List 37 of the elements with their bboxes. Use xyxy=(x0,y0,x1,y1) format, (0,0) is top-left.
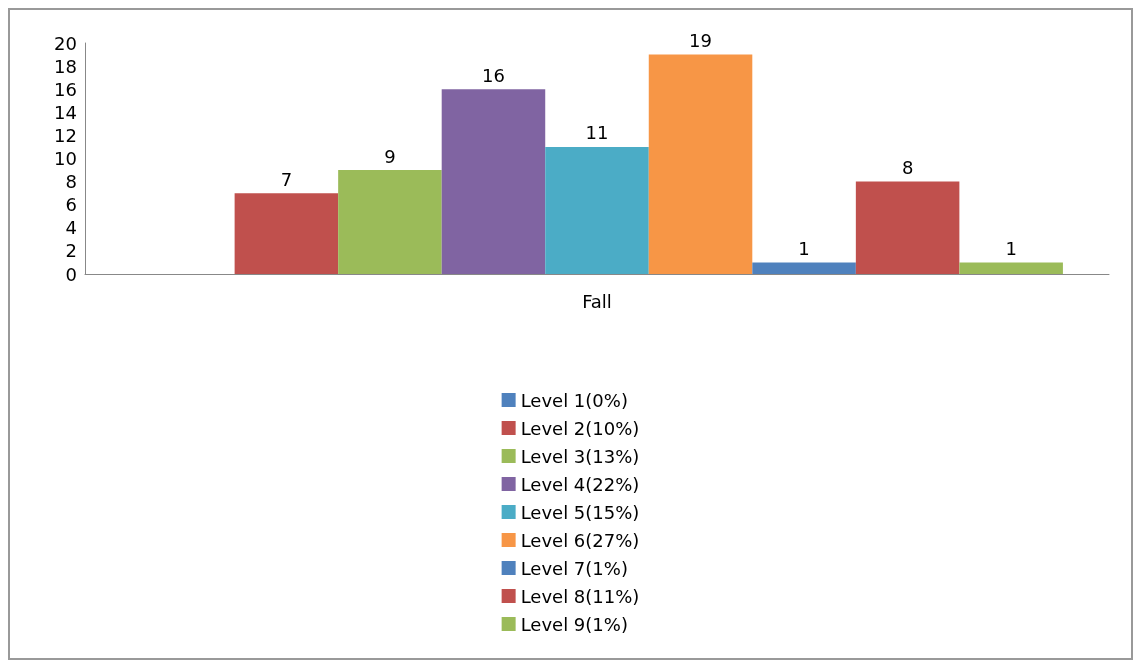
y-tick-label: 4 xyxy=(65,217,77,239)
bar xyxy=(648,54,753,274)
y-tick-label: 10 xyxy=(54,148,77,169)
y-tick-label: 12 xyxy=(54,124,77,146)
y-tick-label: 18 xyxy=(54,55,77,77)
data-label: 11 xyxy=(585,122,609,144)
y-tick-label: 14 xyxy=(54,101,77,123)
y-tick-label: 16 xyxy=(54,78,77,100)
y-tick-label: 8 xyxy=(65,171,77,193)
bar xyxy=(752,262,856,274)
bar xyxy=(441,89,546,274)
bar xyxy=(959,262,1063,274)
bar xyxy=(234,193,339,274)
data-label: 7 xyxy=(280,168,293,190)
legend-label: Level 1(0%) xyxy=(520,389,628,411)
legend-label: Level 5(15%) xyxy=(520,501,640,523)
legend-label: Level 7(1%) xyxy=(520,557,628,579)
bar xyxy=(338,170,442,274)
data-label: 1 xyxy=(1005,237,1017,259)
legend-label: Level 9(1%) xyxy=(520,613,628,635)
data-label: 19 xyxy=(689,30,712,52)
bar xyxy=(855,181,960,274)
x-tick-label: Fall xyxy=(582,290,612,312)
bar xyxy=(545,146,649,274)
data-label: 8 xyxy=(901,157,914,179)
data-label: 9 xyxy=(384,145,396,167)
data-label: 1 xyxy=(798,237,810,259)
legend-label: Level 3(13%) xyxy=(520,445,640,467)
legend-label: Level 2(10%) xyxy=(520,417,640,439)
legend-label: Level 8(11%) xyxy=(520,585,640,607)
data-label: 16 xyxy=(482,64,505,86)
legend-label: Level 6(27%) xyxy=(520,529,640,551)
y-tick-label: 2 xyxy=(65,240,77,262)
y-tick-label: 0 xyxy=(65,263,77,285)
legend-label: Level 4(22%) xyxy=(520,473,640,495)
y-tick-label: 6 xyxy=(65,194,77,216)
y-tick-label: 20 xyxy=(54,32,77,54)
